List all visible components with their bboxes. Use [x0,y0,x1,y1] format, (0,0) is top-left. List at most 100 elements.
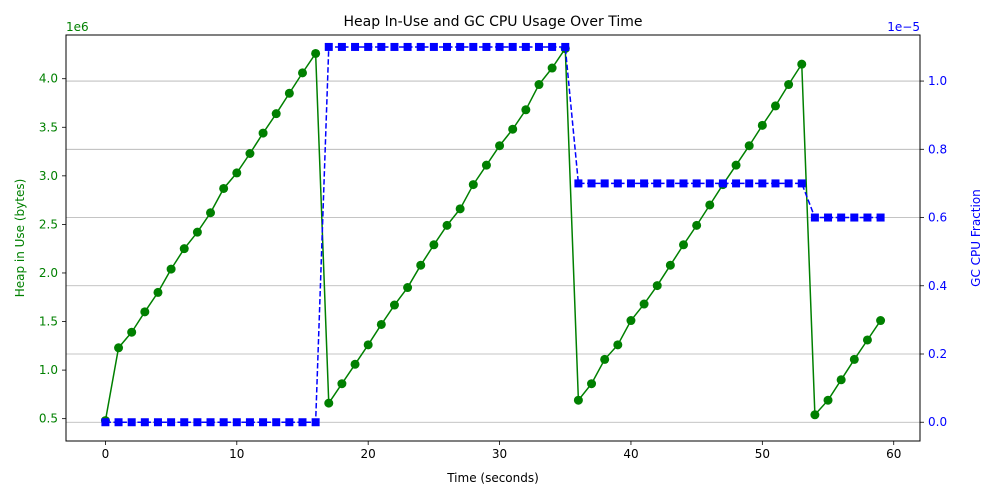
data-point [640,179,649,188]
data-point [837,213,846,222]
data-point [403,42,412,51]
data-point [757,120,767,130]
y-right-tick-label: 0.0 [928,415,947,429]
data-point [429,42,438,51]
data-point [600,354,610,364]
y-right-tick-label: 0.8 [928,142,947,156]
data-point [770,101,780,111]
data-point [403,283,413,293]
data-point [849,354,859,364]
data-point [180,418,189,427]
data-point [153,287,163,297]
data-point [455,204,465,214]
x-tick-label: 60 [886,447,901,461]
y-left-axis-label: Heap in Use (bytes) [13,179,27,298]
data-point [167,418,176,427]
data-point [416,260,426,270]
x-tick-label: 40 [623,447,638,461]
y-left-tick-label: 3.5 [39,120,58,134]
x-axis-label: Time (seconds) [446,471,539,485]
data-point [600,179,609,188]
y-right-tick-label: 0.2 [928,347,947,361]
data-point [547,63,557,73]
data-point [679,240,689,250]
data-point [258,128,268,138]
data-point [442,220,452,230]
data-point [705,179,714,188]
data-point [482,42,491,51]
data-point [311,48,321,58]
data-point [705,200,715,210]
data-point [784,179,793,188]
data-point [443,42,452,51]
data-point [481,160,491,170]
data-point [469,42,478,51]
data-point [521,42,530,51]
data-point [758,179,767,188]
data-point [140,307,150,317]
data-point [692,179,701,188]
y-right-tick-label: 0.6 [928,211,947,225]
data-point [232,168,242,178]
data-point [127,418,136,427]
data-point [679,179,688,188]
data-point [692,220,702,230]
y-left-tick-label: 3.0 [39,169,58,183]
data-point [298,418,307,427]
data-point [297,68,307,78]
data-point [876,213,885,222]
data-point [166,264,176,274]
right-axis-offset-text: 1e−5 [887,20,920,34]
data-point [810,213,819,222]
data-point [468,180,478,190]
y-right-tick-label: 1.0 [928,74,947,88]
data-point [508,42,517,51]
data-point [744,141,754,151]
data-point [351,42,360,51]
data-point [324,398,334,408]
y-left-tick-label: 1.0 [39,363,58,377]
data-point [219,183,229,193]
data-point [836,375,846,385]
series-heap [100,44,886,426]
data-point [324,42,333,51]
data-point [823,395,833,405]
data-point [140,418,149,427]
y-left-tick-label: 2.0 [39,266,58,280]
data-point [784,80,794,90]
y-right-axis-label: GC CPU Fraction [969,189,983,287]
data-point [521,105,531,115]
data-point [206,418,215,427]
data-point [863,213,872,222]
data-point [850,213,859,222]
data-point [587,379,597,389]
x-tick-label: 10 [229,447,244,461]
data-point [179,244,189,254]
data-point [639,299,649,309]
x-tick-label: 30 [492,447,507,461]
data-point [495,141,505,151]
data-point [574,179,583,188]
data-point [271,109,281,119]
data-point [665,260,675,270]
data-point [797,179,806,188]
data-point [376,319,386,329]
data-point [548,42,557,51]
y-left-tick-label: 0.5 [39,412,58,426]
data-point [561,42,570,51]
data-point [534,80,544,90]
data-point [626,179,635,188]
data-point [259,418,268,427]
data-point [284,88,294,98]
data-point [587,179,596,188]
data-point [653,179,662,188]
data-point [192,227,202,237]
data-point [350,359,360,369]
data-point [127,327,137,337]
data-point [862,335,872,345]
data-point [429,240,439,250]
plot-frame [65,34,921,442]
x-tick-label: 20 [361,447,376,461]
